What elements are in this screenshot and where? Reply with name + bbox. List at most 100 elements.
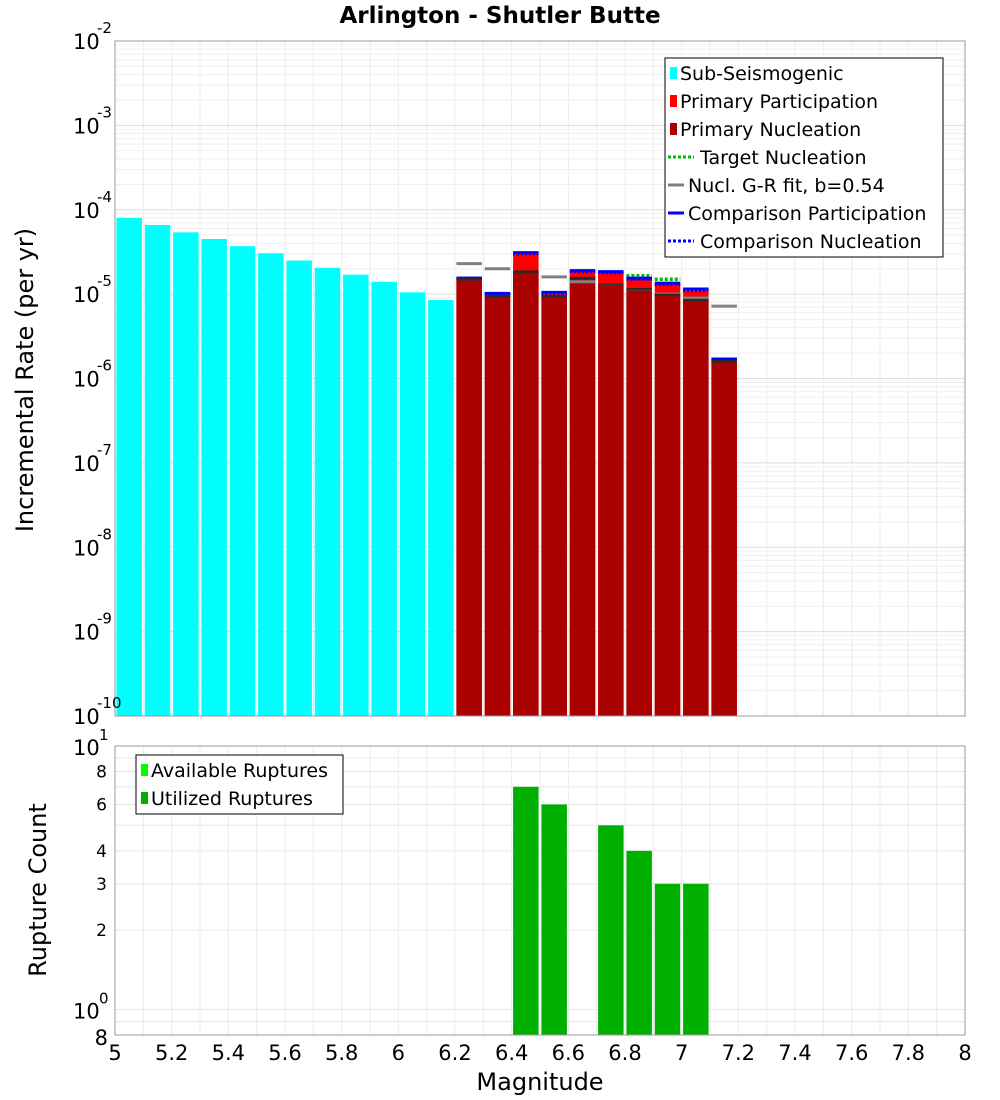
y-tick-label-minor: 8 [96,763,107,783]
top-legend-label: Nucl. G-R fit, b=0.54 [688,175,885,197]
bottom-legend-swatch [141,792,148,804]
top-plot-frame [114,40,966,717]
primary-nucleation-bar [598,284,624,716]
top-legend-label: Comparison Participation [688,203,926,225]
y-tick-label-base: 10 [73,199,100,223]
y-tick-label-minor: 8 [95,1026,108,1050]
bottom-legend-swatch [141,764,148,776]
x-tick-label: 6 [392,1041,405,1065]
x-tick-label: 7.4 [778,1041,811,1065]
y-tick-label-base: 10 [73,283,100,307]
sub-seismogenic-bar [343,274,369,716]
y-tick-label-exponent: -8 [97,525,112,543]
sub-seismogenic-bar [314,267,341,716]
top-legend-label: Comparison Nucleation [700,231,922,253]
sub-seismogenic-bar [286,260,312,716]
x-axis-label: Magnitude [476,1068,603,1096]
top-legend: Sub-Seismogenic Primary Participation Prim… [664,57,944,258]
sub-seismogenic-bar [173,232,199,716]
y-tick-label-minor: 2 [96,921,107,941]
y-tick-label-exponent: -2 [97,19,112,37]
utilized-ruptures-bar [683,883,709,1035]
x-tick-label: 8 [958,1041,971,1065]
bottom-legend-label: Utilized Ruptures [151,788,313,810]
top-plot-bars [116,217,737,716]
y-tick-label-base: 10 [73,736,100,760]
sub-seismogenic-bar [144,224,171,716]
y-tick-label-exponent: -10 [97,694,122,712]
y-tick-label-exponent: -6 [97,357,112,375]
utilized-ruptures-bar [598,825,624,1035]
primary-nucleation-bar [541,296,567,716]
top-legend-label: Primary Nucleation [680,119,861,141]
utilized-ruptures-bar [654,883,681,1035]
x-tick-label: 5.6 [268,1041,301,1065]
x-tick-label: 5 [108,1041,121,1065]
top-legend-label: Primary Participation [680,91,878,113]
y-tick-label-base: 10 [73,452,100,476]
y-tick-label-base: 10 [73,114,100,138]
x-tick-label: 7.6 [835,1041,868,1065]
primary-nucleation-bar [513,271,539,716]
x-tick-label: 5.4 [212,1041,245,1065]
primary-nucleation-bar [456,279,482,716]
bottom-plot-frame [114,745,966,1036]
sub-seismogenic-bar [428,300,454,716]
top-legend-box [664,57,944,258]
bottom-y-axis-label: Rupture Count [24,803,52,977]
y-tick-label-minor: 3 [96,875,107,895]
y-tick-label-base: 10 [73,705,100,729]
sub-seismogenic-bar [371,281,397,716]
y-tick-label-exponent: -3 [97,103,112,121]
utilized-ruptures-bar [513,786,539,1035]
y-tick-label-exponent: -9 [97,610,112,628]
y-tick-label-exponent: 0 [99,989,109,1007]
y-tick-label-base: 10 [73,999,100,1023]
top-legend-swatch [670,67,677,79]
chart-title: Arlington - Shutler Butte [339,3,660,29]
y-tick-label-base: 10 [73,30,100,54]
x-tick-label: 5.2 [155,1041,188,1065]
bottom-legend: Available Ruptures Utilized Ruptures [135,754,344,815]
x-tick-label: 6.8 [608,1041,641,1065]
primary-nucleation-bar [626,289,652,716]
x-axis-ticks: 5 5.2 5.4 5.6 5.8 6 6.2 6.4 6.6 6.8 7 7.2 7.4 7.6 7.8 8 [108,1041,971,1065]
y-tick-label-base: 10 [73,536,100,560]
x-tick-label: 6.4 [495,1041,528,1065]
bottom-plot-bars [513,786,709,1035]
top-legend-swatch [670,123,677,135]
x-tick-label: 7.8 [892,1041,925,1065]
x-tick-label: 7.2 [722,1041,755,1065]
y-tick-label-minor: 6 [96,795,107,815]
bottom-legend-label: Available Ruptures [151,760,328,782]
y-tick-label-exponent: -7 [97,441,112,459]
primary-nucleation-bar [484,296,511,716]
utilized-ruptures-bar [626,850,652,1035]
x-tick-label: 5.8 [325,1041,358,1065]
x-tick-label: 7 [675,1041,688,1065]
primary-nucleation-bar [683,300,709,716]
top-plot-lines [456,251,737,363]
sub-seismogenic-bar [229,246,256,716]
y-tick-label-minor: 4 [96,842,107,862]
y-tick-label-base: 10 [73,621,100,645]
primary-nucleation-bar [711,361,737,716]
sub-seismogenic-bar [201,239,227,716]
top-y-axis-label: Incremental Rate (per yr) [11,228,39,532]
x-tick-label: 6.6 [552,1041,585,1065]
x-tick-label: 6.2 [438,1041,471,1065]
utilized-ruptures-bar [541,804,567,1035]
y-tick-label-base: 10 [73,368,100,392]
y-tick-label-exponent: -5 [97,272,112,290]
bottom-legend-box [135,754,344,815]
sub-seismogenic-bar [399,292,426,716]
top-legend-label: Target Nucleation [699,147,867,169]
primary-nucleation-bar [654,294,681,716]
y-tick-label-exponent: 1 [99,726,109,744]
primary-nucleation-bar [569,278,596,716]
top-legend-label: Sub-Seismogenic [680,63,844,85]
y-tick-label-exponent: -4 [97,188,112,206]
